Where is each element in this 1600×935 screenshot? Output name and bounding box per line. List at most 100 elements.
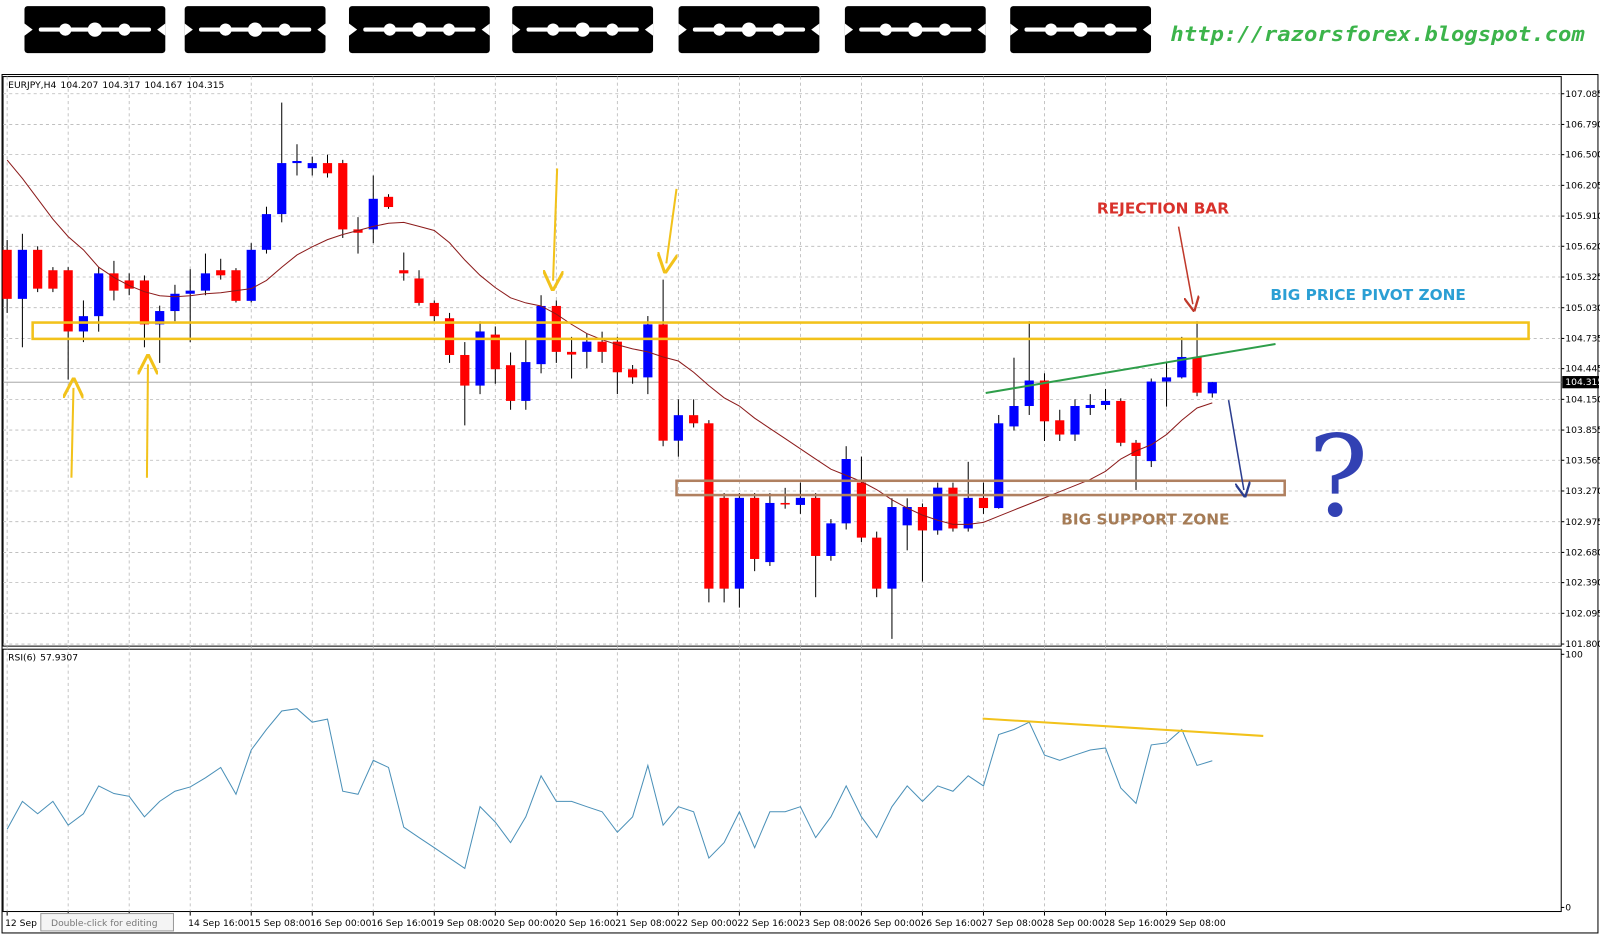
- y-tick-label: 106.500: [1565, 150, 1600, 161]
- y-tick-label: 104.735: [1565, 333, 1600, 344]
- current-price-box: [1562, 376, 1599, 389]
- candle-body: [475, 331, 485, 386]
- moving-average: [6, 159, 1213, 525]
- candle-body: [1131, 442, 1141, 456]
- y-tick-label: 102.680: [1565, 547, 1600, 558]
- candle-body: [460, 354, 470, 386]
- candle-body: [109, 273, 119, 291]
- y-tick-label: 106.205: [1565, 180, 1600, 191]
- x-tick-label: 19 Sep 08:00: [432, 918, 493, 929]
- candle-body: [795, 497, 805, 505]
- candle-body: [1100, 400, 1111, 405]
- blog-url: http://razorsforex.blogspot.com: [1170, 22, 1585, 46]
- candle-body: [917, 507, 928, 531]
- candle-body: [505, 365, 516, 401]
- candle-body: [261, 214, 272, 250]
- candle-body: [94, 273, 104, 317]
- y-tick-label: 101.800: [1565, 639, 1600, 650]
- x-tick-label: 22 Sep 16:00: [737, 918, 798, 929]
- y-tick-label: 0: [1565, 903, 1571, 914]
- candle-body: [551, 305, 561, 352]
- razor-icon: [512, 6, 654, 54]
- candle-body: [1146, 381, 1156, 462]
- y-tick-label: 103.270: [1565, 486, 1600, 497]
- chart-header: EURJPY,H4 104.207 104.317 104.167 104.315: [8, 80, 224, 91]
- candle-body: [1161, 377, 1172, 382]
- arrow: [1227, 400, 1244, 490]
- x-tick-label: 20 Sep 16:00: [554, 918, 615, 929]
- annotation: BIG SUPPORT ZONE: [1061, 511, 1229, 529]
- candle-body: [566, 351, 577, 355]
- razor-icon: [184, 6, 326, 54]
- candle-body: [1055, 420, 1065, 435]
- candle-body: [124, 280, 134, 289]
- candle-body: [673, 415, 683, 441]
- banner: http://razorsforex.blogspot.com: [24, 6, 1585, 54]
- arrow: [147, 364, 148, 478]
- candle-body: [383, 196, 394, 208]
- indicator-name: RSI(6): [8, 652, 36, 663]
- x-tick-label: 27 Sep 08:00: [981, 918, 1042, 929]
- candle-body: [1070, 406, 1080, 435]
- razor-icon: [678, 6, 820, 54]
- drawings: REJECTION BAR BIG PRICE PIVOT ZONE BIG S…: [31, 168, 1530, 737]
- candle-body: [994, 423, 1004, 509]
- y-tick-label: 100: [1565, 649, 1583, 660]
- trend-line: [985, 342, 1276, 394]
- candle-body: [63, 270, 73, 332]
- candle-body: [1177, 356, 1187, 378]
- candle-body: [948, 487, 958, 529]
- candle-body: [963, 497, 973, 529]
- rsi-trend-line: [982, 717, 1264, 737]
- candle-body: [307, 163, 317, 169]
- candle-body: [414, 278, 424, 303]
- x-tick-label: 12 Sep 201: [5, 918, 57, 929]
- candle-body: [1207, 382, 1217, 394]
- candle-body: [2, 249, 12, 299]
- x-tick-label: 16 Sep 00:00: [310, 918, 371, 929]
- candle-body: [902, 507, 912, 526]
- candle-body: [856, 482, 867, 538]
- current-price-label: 104.315: [1565, 377, 1600, 388]
- x-tick-label: 16 Sep 16:00: [371, 918, 432, 929]
- candle-body: [155, 311, 165, 325]
- y-tick-label: 107.085: [1565, 89, 1600, 100]
- candle-body: [811, 497, 821, 556]
- arrow: [666, 188, 676, 264]
- x-tick-label: 20 Sep 00:00: [493, 918, 554, 929]
- candle-body: [399, 270, 409, 274]
- candle-body: [658, 324, 668, 441]
- candle-body: [216, 270, 226, 276]
- tooltip-text: Double-click for editing: [51, 918, 158, 929]
- candle-body: [444, 318, 455, 355]
- y-tick-label: 104.445: [1565, 364, 1600, 375]
- candle-body: [490, 334, 500, 370]
- header-value: 104.315: [186, 80, 224, 91]
- candle-body: [429, 302, 439, 317]
- candle-body: [582, 341, 592, 352]
- candle-body: [765, 502, 775, 563]
- candle-body: [231, 270, 241, 301]
- candle-body: [1085, 404, 1095, 408]
- y-tick-label: 102.975: [1565, 517, 1600, 528]
- header-value: EURJPY,H4: [8, 80, 56, 91]
- candle-body: [734, 497, 744, 589]
- y-tick-label: 102.095: [1565, 608, 1600, 619]
- y-tick-label: 105.325: [1565, 272, 1600, 283]
- y-tick-label: 105.030: [1565, 303, 1600, 314]
- candle-body: [887, 507, 897, 589]
- razor-icon: [24, 6, 166, 54]
- header-value: 104.167: [144, 80, 182, 91]
- candle-body: [704, 423, 714, 589]
- x-tick-label: 28 Sep 16:00: [1103, 918, 1164, 929]
- candle-body: [689, 415, 699, 424]
- x-tick-label: 26 Sep 16:00: [920, 918, 981, 929]
- candle-body: [277, 163, 287, 215]
- candle-body: [978, 497, 989, 509]
- candle-body: [1116, 400, 1126, 443]
- annotation: REJECTION BAR: [1097, 199, 1229, 217]
- x-tick-label: 29 Sep 08:00: [1164, 918, 1225, 929]
- candle-body: [246, 249, 256, 301]
- razor-icon: [844, 6, 986, 54]
